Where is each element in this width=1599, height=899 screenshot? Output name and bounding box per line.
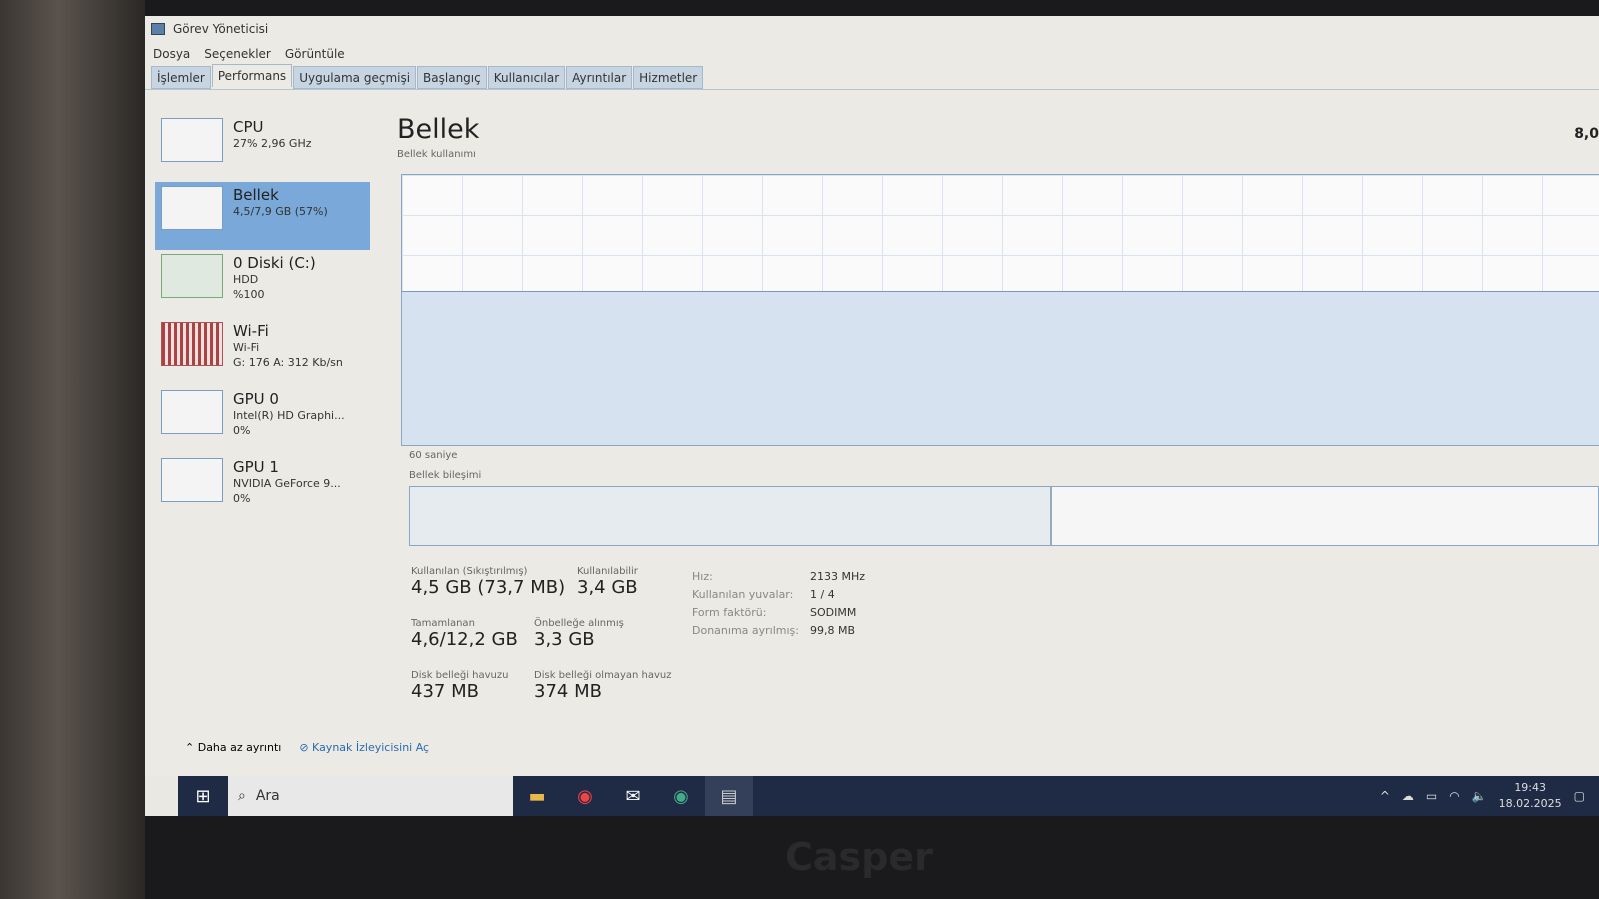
sidebar-item-label: Wi-Fi [233, 322, 269, 340]
gpu1-thumbnail [161, 458, 223, 502]
task-manager-icon [151, 23, 165, 35]
sidebar-item-label: GPU 0 [233, 390, 279, 408]
fewer-details-button[interactable]: ⌃ Daha az ayrıntı [185, 741, 282, 754]
wifi-thumbnail [161, 322, 223, 366]
memory-panel: Bellek Bellek kullanımı 60 saniye Bellek… [397, 114, 1599, 702]
memory-thumbnail [161, 186, 223, 230]
sidebar-item-label: CPU [233, 118, 264, 136]
chrome-profile-icon[interactable]: ◉ [673, 785, 689, 807]
tab-performance[interactable]: Performans [211, 64, 293, 87]
file-explorer-icon[interactable]: ▬ [528, 785, 546, 807]
laptop-screen: Görev Yöneticisi Dosya Seçenekler Görünt… [145, 16, 1599, 816]
system-tray: ^ ☁ ▭ ◠ 🔈 19:43 18.02.2025 ▢ [1380, 780, 1599, 812]
taskbar: ⊞ ⌕ Ara ▬ ◉ ✉ ◉ ▤ ^ ☁ ▭ ◠ 🔈 19:43 18.02.20… [178, 776, 1599, 816]
prop-form-factor: Form faktörü: SODIMM [692, 606, 857, 619]
gpu0-thumbnail [161, 390, 223, 434]
tab-processes[interactable]: İşlemler [151, 66, 211, 89]
composition-label: Bellek bileşimi [409, 470, 482, 481]
sidebar-item-detail: 0% [233, 492, 251, 505]
memory-properties: Hız: 2133 MHz Kullanılan yuvalar: 1 / 4 Fo… [692, 570, 865, 642]
background-room [0, 0, 145, 899]
tab-users[interactable]: Kullanıcılar [487, 66, 566, 89]
memory-usage-fill [402, 291, 1599, 445]
footer: ⌃ Daha az ayrıntı ⊘ Kaynak İzleyicisini … [185, 741, 429, 754]
stat-paged-pool: Disk belleği havuzu 437 MB [411, 670, 509, 702]
wifi-icon[interactable]: ◠ [1449, 789, 1460, 803]
max-memory-label: 8,0 [1574, 126, 1599, 142]
chrome-icon[interactable]: ◉ [577, 785, 593, 807]
disk-thumbnail [161, 254, 223, 298]
stat-committed: Tamamlanan 4,6/12,2 GB [411, 618, 518, 650]
page-title: Bellek [397, 114, 480, 145]
windows-start-icon[interactable]: ⊞ [195, 785, 211, 807]
sidebar-item-detail: Intel(R) HD Graphi... [233, 409, 345, 422]
sidebar-item-detail: 4,5/7,9 GB (57%) [233, 205, 328, 218]
tab-startup[interactable]: Başlangıç [417, 66, 487, 89]
time-label: 60 saniye [409, 450, 458, 461]
sidebar-item-gpu1[interactable]: GPU 1 NVIDIA GeForce 9... 0% [155, 454, 370, 522]
battery-icon[interactable]: ▭ [1425, 789, 1438, 803]
clock[interactable]: 19:43 18.02.2025 [1498, 781, 1562, 810]
sidebar-item-detail: HDD [233, 273, 259, 286]
window-title: Görev Yöneticisi [173, 22, 269, 36]
sidebar-item-label: GPU 1 [233, 458, 279, 476]
stat-available: Kullanılabilir 3,4 GB [577, 566, 638, 598]
mail-icon[interactable]: ✉ [625, 785, 641, 807]
prop-slots: Kullanılan yuvalar: 1 / 4 [692, 588, 835, 601]
tab-details[interactable]: Ayrıntılar [566, 66, 633, 89]
chevron-up-icon[interactable]: ^ [1379, 789, 1390, 803]
composition-in-use [410, 487, 1052, 545]
menu-options[interactable]: Seçenekler [204, 47, 271, 61]
sidebar-item-label: 0 Diski (C:) [233, 254, 316, 272]
sidebar-item-gpu0[interactable]: GPU 0 Intel(R) HD Graphi... 0% [155, 386, 370, 454]
tab-services[interactable]: Hizmetler [633, 66, 704, 89]
sidebar-item-detail: Wi-Fi [233, 341, 260, 354]
task-manager-window: Görev Yöneticisi Dosya Seçenekler Görünt… [145, 16, 1599, 776]
sidebar-item-memory[interactable]: Bellek 4,5/7,9 GB (57%) [155, 182, 370, 250]
search-icon: ⌕ [238, 788, 246, 804]
sidebar-item-wifi[interactable]: Wi-Fi Wi-Fi G: 176 A: 312 Kb/sn [155, 318, 370, 386]
sidebar-item-label: Bellek [233, 186, 279, 204]
search-box[interactable]: ⌕ Ara [228, 776, 513, 816]
open-resource-monitor-link[interactable]: ⊘ Kaynak İzleyicisini Aç [299, 741, 430, 754]
cpu-thumbnail [161, 118, 223, 162]
title-bar: Görev Yöneticisi [145, 16, 1599, 42]
stat-in-use: Kullanılan (Sıkıştırılmış) 4,5 GB (73,7 M… [411, 566, 566, 598]
prop-speed: Hız: 2133 MHz [692, 570, 866, 583]
memory-usage-graph [401, 174, 1599, 446]
sidebar-item-detail: G: 176 A: 312 Kb/sn [233, 356, 343, 369]
menu-file[interactable]: Dosya [153, 47, 191, 61]
sidebar-item-detail: 0% [233, 424, 251, 437]
task-manager-taskbar-icon[interactable]: ▤ [705, 776, 753, 816]
sidebar-item-detail: %100 [233, 288, 265, 301]
tab-app-history[interactable]: Uygulama geçmişi [293, 66, 417, 89]
tab-bar: İşlemler Performans Uygulama geçmişi Baş… [145, 64, 1599, 90]
onedrive-icon[interactable]: ☁ [1401, 789, 1414, 803]
sidebar-item-detail: 27% 2,96 GHz [233, 137, 312, 150]
casper-logo: Casper [785, 835, 933, 879]
volume-icon[interactable]: 🔈 [1471, 789, 1487, 803]
menu-view[interactable]: Görüntüle [284, 47, 345, 61]
notification-icon[interactable]: ▢ [1573, 789, 1585, 803]
stat-nonpaged-pool: Disk belleği olmayan havuz 374 MB [534, 670, 672, 702]
prop-hardware-reserved: Donanıma ayrılmış: 99,8 MB [692, 624, 856, 637]
sidebar-item-disk[interactable]: 0 Diski (C:) HDD %100 [155, 250, 370, 318]
memory-composition-bar [409, 486, 1599, 546]
menu-bar: Dosya Seçenekler Görüntüle [145, 42, 1599, 66]
stat-cached: Önbelleğe alınmış 3,3 GB [534, 618, 624, 650]
sidebar-item-cpu[interactable]: CPU 27% 2,96 GHz [155, 114, 370, 182]
sidebar-item-detail: NVIDIA GeForce 9... [233, 477, 341, 490]
resource-sidebar: CPU 27% 2,96 GHz Bellek 4,5/7,9 GB (57%) 0… [155, 114, 370, 522]
usage-label: Bellek kullanımı [397, 149, 476, 160]
